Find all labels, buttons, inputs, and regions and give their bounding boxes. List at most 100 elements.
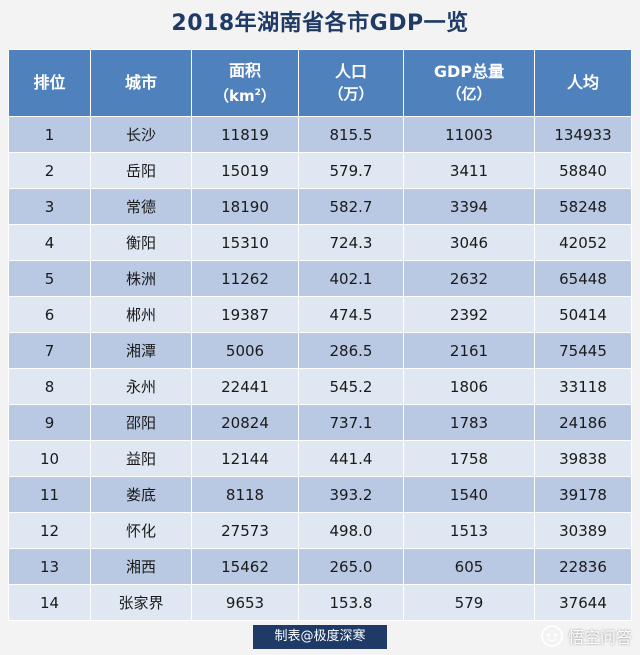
rank-cell: 4	[8, 224, 91, 261]
city-cell: 娄底	[90, 476, 192, 513]
gdp-cell: 3411	[403, 152, 535, 189]
rank-cell: 10	[8, 440, 91, 477]
table-row: 1 长沙 11819 815.5 11003 134933	[8, 116, 632, 153]
watermark-text: 悟空问答	[567, 628, 632, 647]
gdp-cell: 2392	[403, 296, 535, 333]
population-cell: 441.4	[298, 440, 404, 477]
city-cell: 衡阳	[90, 224, 192, 261]
watermark: 悟空问答	[540, 622, 632, 650]
rank-cell: 5	[8, 260, 91, 297]
table-row: 11 娄底 8118 393.2 1540 39178	[8, 476, 632, 513]
rank-cell: 6	[8, 296, 91, 333]
per-capita-cell: 39178	[534, 476, 632, 513]
per-capita-cell: 24186	[534, 404, 632, 441]
rank-cell: 9	[8, 404, 91, 441]
per-capita-cell: 65448	[534, 260, 632, 297]
population-cell: 545.2	[298, 368, 404, 405]
population-cell: 153.8	[298, 584, 404, 621]
table-row: 3 常德 18190 582.7 3394 58248	[8, 188, 632, 225]
city-cell: 怀化	[90, 512, 192, 549]
city-cell: 邵阳	[90, 404, 192, 441]
gdp-cell: 11003	[403, 116, 535, 153]
table-header-row: 排位 城市 面积 （km2） 人口 （万） GDP总量 （亿） 人均	[8, 49, 632, 117]
population-cell: 265.0	[298, 548, 404, 585]
per-capita-cell: 33118	[534, 368, 632, 405]
per-capita-cell: 75445	[534, 332, 632, 369]
city-cell: 张家界	[90, 584, 192, 621]
gdp-cell: 1540	[403, 476, 535, 513]
rank-cell: 1	[8, 116, 91, 153]
gdp-cell: 605	[403, 548, 535, 585]
table-row: 4 衡阳 15310 724.3 3046 42052	[8, 224, 632, 261]
area-cell: 18190	[191, 188, 299, 225]
gdp-cell: 1783	[403, 404, 535, 441]
per-capita-cell: 30389	[534, 512, 632, 549]
gdp-cell: 3394	[403, 188, 535, 225]
city-cell: 湘西	[90, 548, 192, 585]
header-label: 排位	[33, 73, 66, 92]
per-capita-cell: 39838	[534, 440, 632, 477]
page-title: 2018年湖南省各市GDP一览	[171, 11, 469, 36]
rank-cell: 13	[8, 548, 91, 585]
gdp-cell: 3046	[403, 224, 535, 261]
rank-cell: 7	[8, 332, 91, 369]
credit-label: 制表@极度深寒	[253, 625, 387, 649]
area-cell: 22441	[191, 368, 299, 405]
area-cell: 9653	[191, 584, 299, 621]
area-cell: 12144	[191, 440, 299, 477]
city-cell: 岳阳	[90, 152, 192, 189]
per-capita-cell: 50414	[534, 296, 632, 333]
gdp-cell: 579	[403, 584, 535, 621]
header-population: 人口 （万）	[298, 49, 404, 117]
area-cell: 15019	[191, 152, 299, 189]
header-per-capita: 人均	[534, 49, 632, 117]
population-cell: 724.3	[298, 224, 404, 261]
area-cell: 11262	[191, 260, 299, 297]
rank-cell: 11	[8, 476, 91, 513]
header-gdp-total: GDP总量 （亿）	[403, 49, 535, 117]
header-city: 城市	[90, 49, 192, 117]
rank-cell: 12	[8, 512, 91, 549]
population-cell: 815.5	[298, 116, 404, 153]
area-cell: 15310	[191, 224, 299, 261]
city-cell: 长沙	[90, 116, 192, 153]
gdp-table: 排位 城市 面积 （km2） 人口 （万） GDP总量 （亿） 人均 1 长沙 11…	[8, 49, 632, 621]
header-rank: 排位	[8, 49, 91, 117]
rank-cell: 2	[8, 152, 91, 189]
city-cell: 郴州	[90, 296, 192, 333]
header-label: 面积	[228, 60, 261, 80]
city-cell: 常德	[90, 188, 192, 225]
per-capita-cell: 58248	[534, 188, 632, 225]
area-cell: 20824	[191, 404, 299, 441]
rank-cell: 3	[8, 188, 91, 225]
city-cell: 永州	[90, 368, 192, 405]
gdp-cell: 2161	[403, 332, 535, 369]
table-row: 6 郴州 19387 474.5 2392 50414	[8, 296, 632, 333]
rank-cell: 14	[8, 584, 91, 621]
table-row: 14 张家界 9653 153.8 579 37644	[8, 584, 632, 621]
table-row: 9 邵阳 20824 737.1 1783 24186	[8, 404, 632, 441]
gdp-cell: 1806	[403, 368, 535, 405]
wukong-logo-icon	[540, 625, 563, 647]
per-capita-cell: 42052	[534, 224, 632, 261]
header-label: 人口	[334, 62, 367, 81]
area-cell: 15462	[191, 548, 299, 585]
per-capita-cell: 22836	[534, 548, 632, 585]
header-area: 面积 （km2）	[191, 49, 299, 117]
gdp-cell: 1758	[403, 440, 535, 477]
population-cell: 286.5	[298, 332, 404, 369]
gdp-cell: 2632	[403, 260, 535, 297]
header-unit: （km2）	[214, 86, 276, 105]
per-capita-cell: 37644	[534, 584, 632, 621]
per-capita-cell: 134933	[534, 116, 632, 153]
population-cell: 582.7	[298, 188, 404, 225]
table-row: 7 湘潭 5006 286.5 2161 75445	[8, 332, 632, 369]
per-capita-cell: 58840	[534, 152, 632, 189]
header-unit: （万）	[328, 85, 374, 103]
header-label: 人均	[566, 73, 599, 92]
header-label: 城市	[124, 73, 157, 92]
city-cell: 株洲	[90, 260, 192, 297]
table-row: 2 岳阳 15019 579.7 3411 58840	[8, 152, 632, 189]
population-cell: 474.5	[298, 296, 404, 333]
area-cell: 8118	[191, 476, 299, 513]
